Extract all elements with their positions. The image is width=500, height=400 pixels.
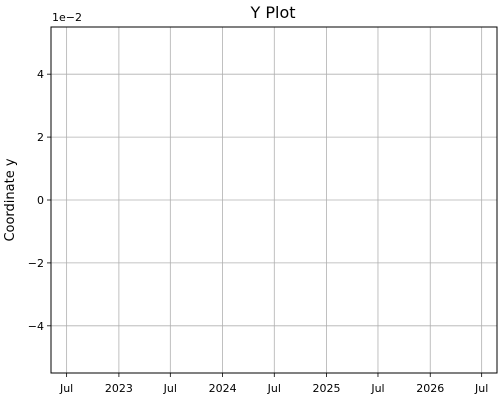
y-tick-label: 4	[37, 68, 44, 81]
y-axis-label: Coordinate y	[3, 158, 18, 241]
x-tick-label: 2026	[416, 382, 444, 395]
x-tick-label: Jul	[370, 382, 384, 395]
x-tick-label: 2025	[313, 382, 341, 395]
y-tick-label: −4	[28, 320, 44, 333]
x-tick-label: Jul	[59, 382, 73, 395]
x-tick-label: Jul	[474, 382, 488, 395]
y-axis-scale-label: 1e−2	[52, 11, 82, 24]
x-axis-ticks: Jul 2023 Jul 2024 Jul 2025 Jul 2026 Jul	[59, 373, 488, 395]
x-tick-label: 2023	[105, 382, 133, 395]
y-tick-label: 0	[37, 194, 44, 207]
x-tick-label: Jul	[267, 382, 281, 395]
x-tick-label: Jul	[163, 382, 177, 395]
chart-title: Y Plot	[249, 3, 295, 22]
y-tick-label: 2	[37, 131, 44, 144]
y-tick-label: −2	[28, 257, 44, 270]
y-axis-ticks: −4 −2 0 2 4	[28, 68, 51, 333]
x-tick-label: 2024	[209, 382, 237, 395]
grid-lines	[51, 27, 497, 373]
plot-area-frame	[50, 26, 498, 374]
